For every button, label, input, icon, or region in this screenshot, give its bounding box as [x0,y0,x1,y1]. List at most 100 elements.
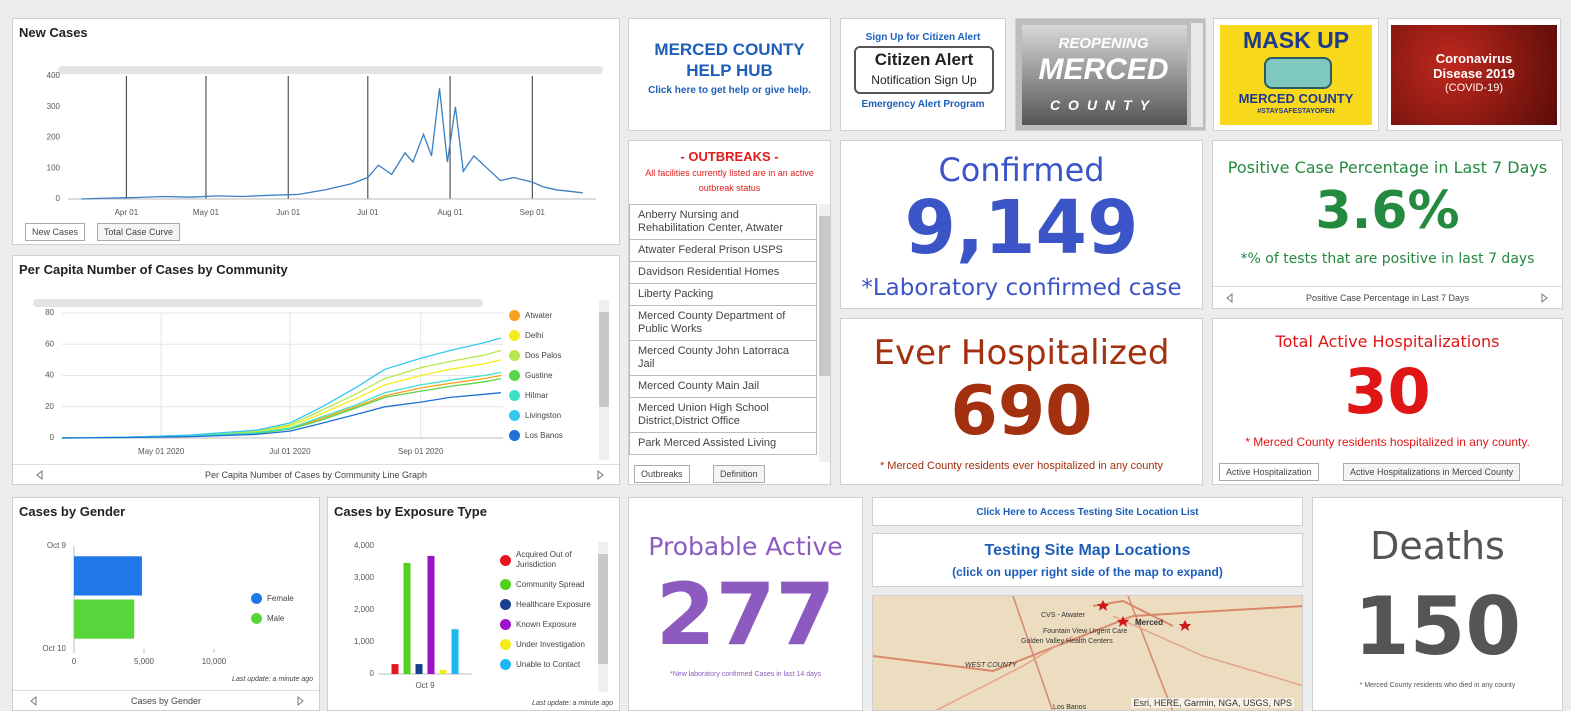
citizen-alert[interactable]: Sign Up for Citizen Alert Citizen Alert … [840,18,1006,131]
testing-link-panel[interactable]: Click Here to Access Testing Site Locati… [872,497,1303,526]
help-hub[interactable]: MERCED COUNTY HELP HUB Click here to get… [628,18,831,131]
legend-item[interactable]: Female [251,593,311,604]
legend-swatch [500,619,511,630]
legend-item[interactable]: Known Exposure [500,619,596,630]
legend-label: Dos Palos [525,351,561,361]
outbreak-item[interactable]: Merced County Department of Public Works [629,306,817,341]
help-hub-subtitle: Click here to get help or give help. [629,85,830,96]
scrollbar[interactable] [819,204,830,462]
legend-item[interactable]: Dos Palos [509,350,599,361]
y-tick-label: 400 [47,71,61,80]
indicator-note: * Merced County residents who died in an… [1313,682,1562,689]
indicator-note: *% of tests that are positive in last 7 … [1213,251,1562,267]
legend-item[interactable]: Male [251,613,311,624]
series-line [81,88,582,199]
series-line [62,393,501,438]
legend-item[interactable]: Community Spread [500,579,596,590]
legend-swatch [509,390,520,401]
map-label: CVS - Atwater [1041,612,1085,619]
mask-up-image[interactable]: MASK UP MERCED COUNTY #STAYSAFESTAYOPEN [1213,18,1379,131]
tab[interactable]: Total Case Curve [97,223,180,241]
testing-link[interactable]: Click Here to Access Testing Site Locati… [873,507,1302,518]
tab[interactable]: New Cases [25,223,85,241]
exposure-panel: Cases by Exposure Type 01,0002,0003,0004… [327,497,620,711]
range-slider[interactable] [58,66,603,74]
legend-label: Acquired Out of Jurisdiction [516,550,596,570]
x-tick-label: May 01 [193,208,220,217]
coronavirus-image[interactable]: Coronavirus Disease 2019 (COVID-19) [1387,18,1561,131]
help-hub-title: MERCED COUNTY HELP HUB [629,39,830,81]
testing-title-panel: Testing Site Map Locations (click on upp… [872,533,1303,587]
y-tick-label: Oct 10 [42,644,66,653]
outbreak-item[interactable]: Merced County Main Jail [629,376,817,398]
testing-map[interactable]: CVS - Atwater Fountain View Urgent Care … [872,595,1303,711]
bar [416,664,423,674]
legend-item[interactable]: Gustine [509,370,599,381]
tab[interactable]: Active Hospitalizations in Merced County [1343,463,1520,481]
chart: 020406080May 01 2020Jul 01 2020Sep 01 20… [13,256,513,461]
legend-swatch [509,410,520,421]
image-text: MASK UP [1214,27,1378,54]
y-tick-label: 200 [47,133,61,142]
active-hospitalization-panel: Total Active Hospitalizations 30 * Merce… [1212,318,1563,485]
tab[interactable]: Outbreaks [634,465,690,483]
outbreak-item[interactable]: Atwater Federal Prison USPS [629,240,817,262]
legend-label: Healthcare Exposure [516,600,591,610]
legend-item[interactable]: Delhi [509,330,599,341]
y-tick-label: Oct 9 [47,541,67,550]
image-text: (COVID-19) [1388,82,1560,94]
caption-bar: Per Capita Number of Cases by Community … [13,464,619,485]
outbreak-item[interactable]: Davidson Residential Homes [629,262,817,284]
x-tick-label: Jun 01 [276,208,301,217]
deaths-panel: Deaths 150 * Merced County residents who… [1312,497,1563,711]
reopening-image[interactable]: REOPENING MERCED COUNTY [1015,18,1206,131]
legend-item[interactable]: Unable to Contact [500,659,596,670]
outbreak-item[interactable]: Park Merced Assisted Living [629,433,817,455]
legend-label: Male [267,614,284,624]
new-cases-panel: New Cases 0100200300400Apr 01May 01Jun 0… [12,18,620,245]
legend-item[interactable]: Los Banos [509,430,599,441]
legend-swatch [509,370,520,381]
legend: Female Male [251,593,311,633]
outbreak-item[interactable]: Anberry Nursing and Rehabilitation Cente… [629,205,817,240]
scrollbar[interactable] [598,542,608,692]
legend-label: Los Banos [525,431,563,441]
legend-label: Known Exposure [516,620,576,630]
outbreaks-note: All facilities currently listed are in a… [629,166,830,196]
tab[interactable]: Definition [713,465,765,483]
scrollbar[interactable] [599,300,609,460]
tab[interactable]: Active Hospitalization [1219,463,1319,481]
legend: Atwater Delhi Dos Palos Gustine Hilmar Living… [509,310,599,450]
x-tick-label: Oct 9 [415,681,435,690]
outbreaks-title: - OUTBREAKS - [629,149,830,164]
range-slider[interactable] [33,299,483,307]
legend-item[interactable]: Hilmar [509,390,599,401]
legend-swatch [509,430,520,441]
legend-item[interactable]: Livingston [509,410,599,421]
indicator-value: 9,149 [841,185,1202,271]
legend-item[interactable]: Healthcare Exposure [500,599,596,610]
y-tick-label: 4,000 [354,541,375,550]
legend-item[interactable]: Atwater [509,310,599,321]
y-tick-label: 100 [47,163,61,172]
legend-item[interactable]: Acquired Out of Jurisdiction [500,550,596,570]
testing-subtitle: (click on upper right side of the map to… [873,565,1302,579]
legend-swatch [500,555,511,566]
legend-item[interactable]: Under Investigation [500,639,596,650]
outbreaks-panel: - OUTBREAKS - All facilities currently l… [628,140,831,485]
bar [452,629,459,674]
outbreak-item[interactable]: Merced Union High School District,Distri… [629,398,817,433]
outbreak-item[interactable]: Liberty Packing [629,284,817,306]
y-tick-label: 1,000 [354,637,375,646]
legend-label: Atwater [525,311,552,321]
y-tick-label: 0 [50,433,55,442]
legend-swatch [509,330,520,341]
x-tick-label: 10,000 [202,657,227,666]
x-tick-label: 0 [72,657,77,666]
alert-top: Sign Up for Citizen Alert [841,32,1005,43]
outbreak-item[interactable]: Merced County John Latorraca Jail [629,341,817,376]
x-tick-label: Apr 01 [115,208,139,217]
outbreak-list: Anberry Nursing and Rehabilitation Cente… [629,204,817,463]
